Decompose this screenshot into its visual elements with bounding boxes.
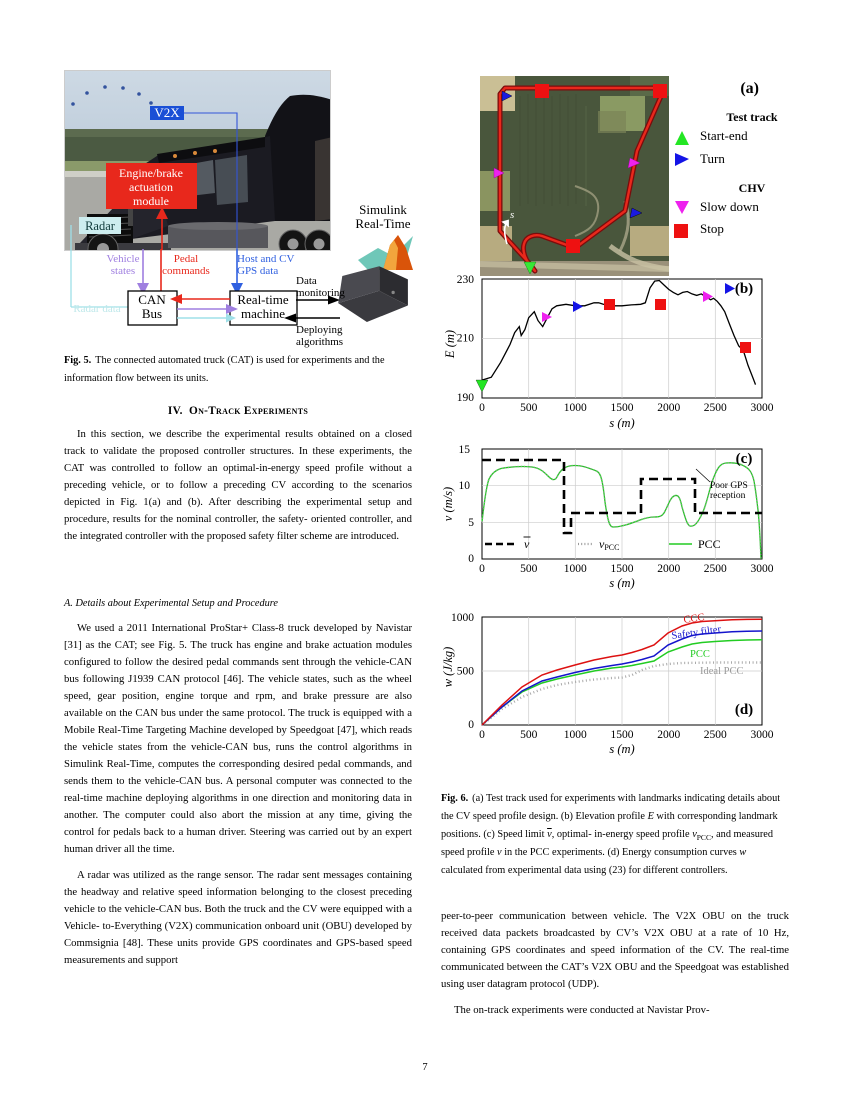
- svg-text:states: states: [111, 265, 135, 277]
- svg-text:0: 0: [468, 553, 474, 565]
- svg-text:algorithms: algorithms: [296, 336, 343, 348]
- svg-text:Real-Time: Real-Time: [355, 216, 410, 231]
- svg-text:1000: 1000: [564, 563, 587, 575]
- svg-text:15: 15: [459, 444, 471, 456]
- svg-text:Ideal PCC: Ideal PCC: [700, 666, 743, 677]
- svg-text:1000: 1000: [564, 402, 587, 414]
- svg-text:0: 0: [479, 563, 485, 575]
- svg-text:3000: 3000: [751, 563, 774, 575]
- svg-text:PCC: PCC: [690, 649, 710, 660]
- svg-text:500: 500: [520, 729, 538, 741]
- svg-text:PCC: PCC: [698, 537, 721, 551]
- svg-text:230: 230: [457, 274, 475, 286]
- svg-text:s (m): s (m): [609, 742, 634, 756]
- svg-text:v: v: [524, 537, 530, 551]
- svg-text:2000: 2000: [657, 729, 680, 741]
- svg-text:s (m): s (m): [609, 416, 634, 430]
- svg-text:1500: 1500: [611, 729, 634, 741]
- svg-text:2000: 2000: [657, 402, 680, 414]
- svg-text:Poor GPS: Poor GPS: [710, 481, 748, 491]
- svg-text:Data: Data: [296, 275, 317, 287]
- svg-text:0: 0: [479, 402, 485, 414]
- svg-text:500: 500: [520, 402, 538, 414]
- svg-text:Radar data: Radar data: [73, 303, 120, 315]
- svg-text:10: 10: [459, 480, 471, 492]
- svg-text:Vehicle: Vehicle: [107, 253, 140, 265]
- svg-text:5: 5: [468, 517, 474, 529]
- svg-text:1500: 1500: [611, 563, 634, 575]
- svg-text:(b): (b): [735, 281, 753, 297]
- svg-text:1000: 1000: [564, 729, 587, 741]
- svg-text:210: 210: [457, 333, 475, 345]
- svg-text:commands: commands: [162, 265, 210, 277]
- svg-text:machine: machine: [241, 306, 285, 321]
- svg-text:2500: 2500: [704, 563, 727, 575]
- svg-text:3000: 3000: [751, 729, 774, 741]
- svg-text:1500: 1500: [611, 402, 634, 414]
- svg-text:2500: 2500: [704, 402, 727, 414]
- svg-text:0: 0: [479, 729, 485, 741]
- svg-text:Real-time: Real-time: [237, 292, 288, 307]
- svg-text:Deploying: Deploying: [296, 324, 343, 336]
- svg-text:reception: reception: [710, 491, 746, 501]
- svg-text:E (m): E (m): [443, 330, 457, 359]
- svg-text:Bus: Bus: [142, 306, 162, 321]
- svg-text:(d): (d): [735, 702, 753, 718]
- svg-text:Pedal: Pedal: [174, 253, 198, 265]
- svg-text:500: 500: [520, 563, 538, 575]
- svg-text:GPS data: GPS data: [237, 265, 278, 277]
- svg-text:2000: 2000: [657, 563, 680, 575]
- svg-text:500: 500: [457, 666, 475, 678]
- svg-text:1000: 1000: [451, 612, 474, 624]
- svg-text:190: 190: [457, 392, 475, 404]
- svg-text:CAN: CAN: [138, 292, 166, 307]
- svg-text:s: s: [510, 209, 514, 221]
- svg-text:3000: 3000: [751, 402, 774, 414]
- svg-text:v (m/s): v (m/s): [441, 487, 455, 521]
- svg-text:s (m): s (m): [609, 576, 634, 590]
- svg-text:Host and CV: Host and CV: [237, 253, 295, 265]
- svg-text:2500: 2500: [704, 729, 727, 741]
- svg-text:w (J/kg): w (J/kg): [441, 647, 455, 688]
- svg-text:(c): (c): [736, 451, 753, 467]
- svg-text:Simulink: Simulink: [359, 202, 407, 217]
- svg-text:0: 0: [468, 719, 474, 731]
- svg-text:monitoring: monitoring: [296, 287, 345, 299]
